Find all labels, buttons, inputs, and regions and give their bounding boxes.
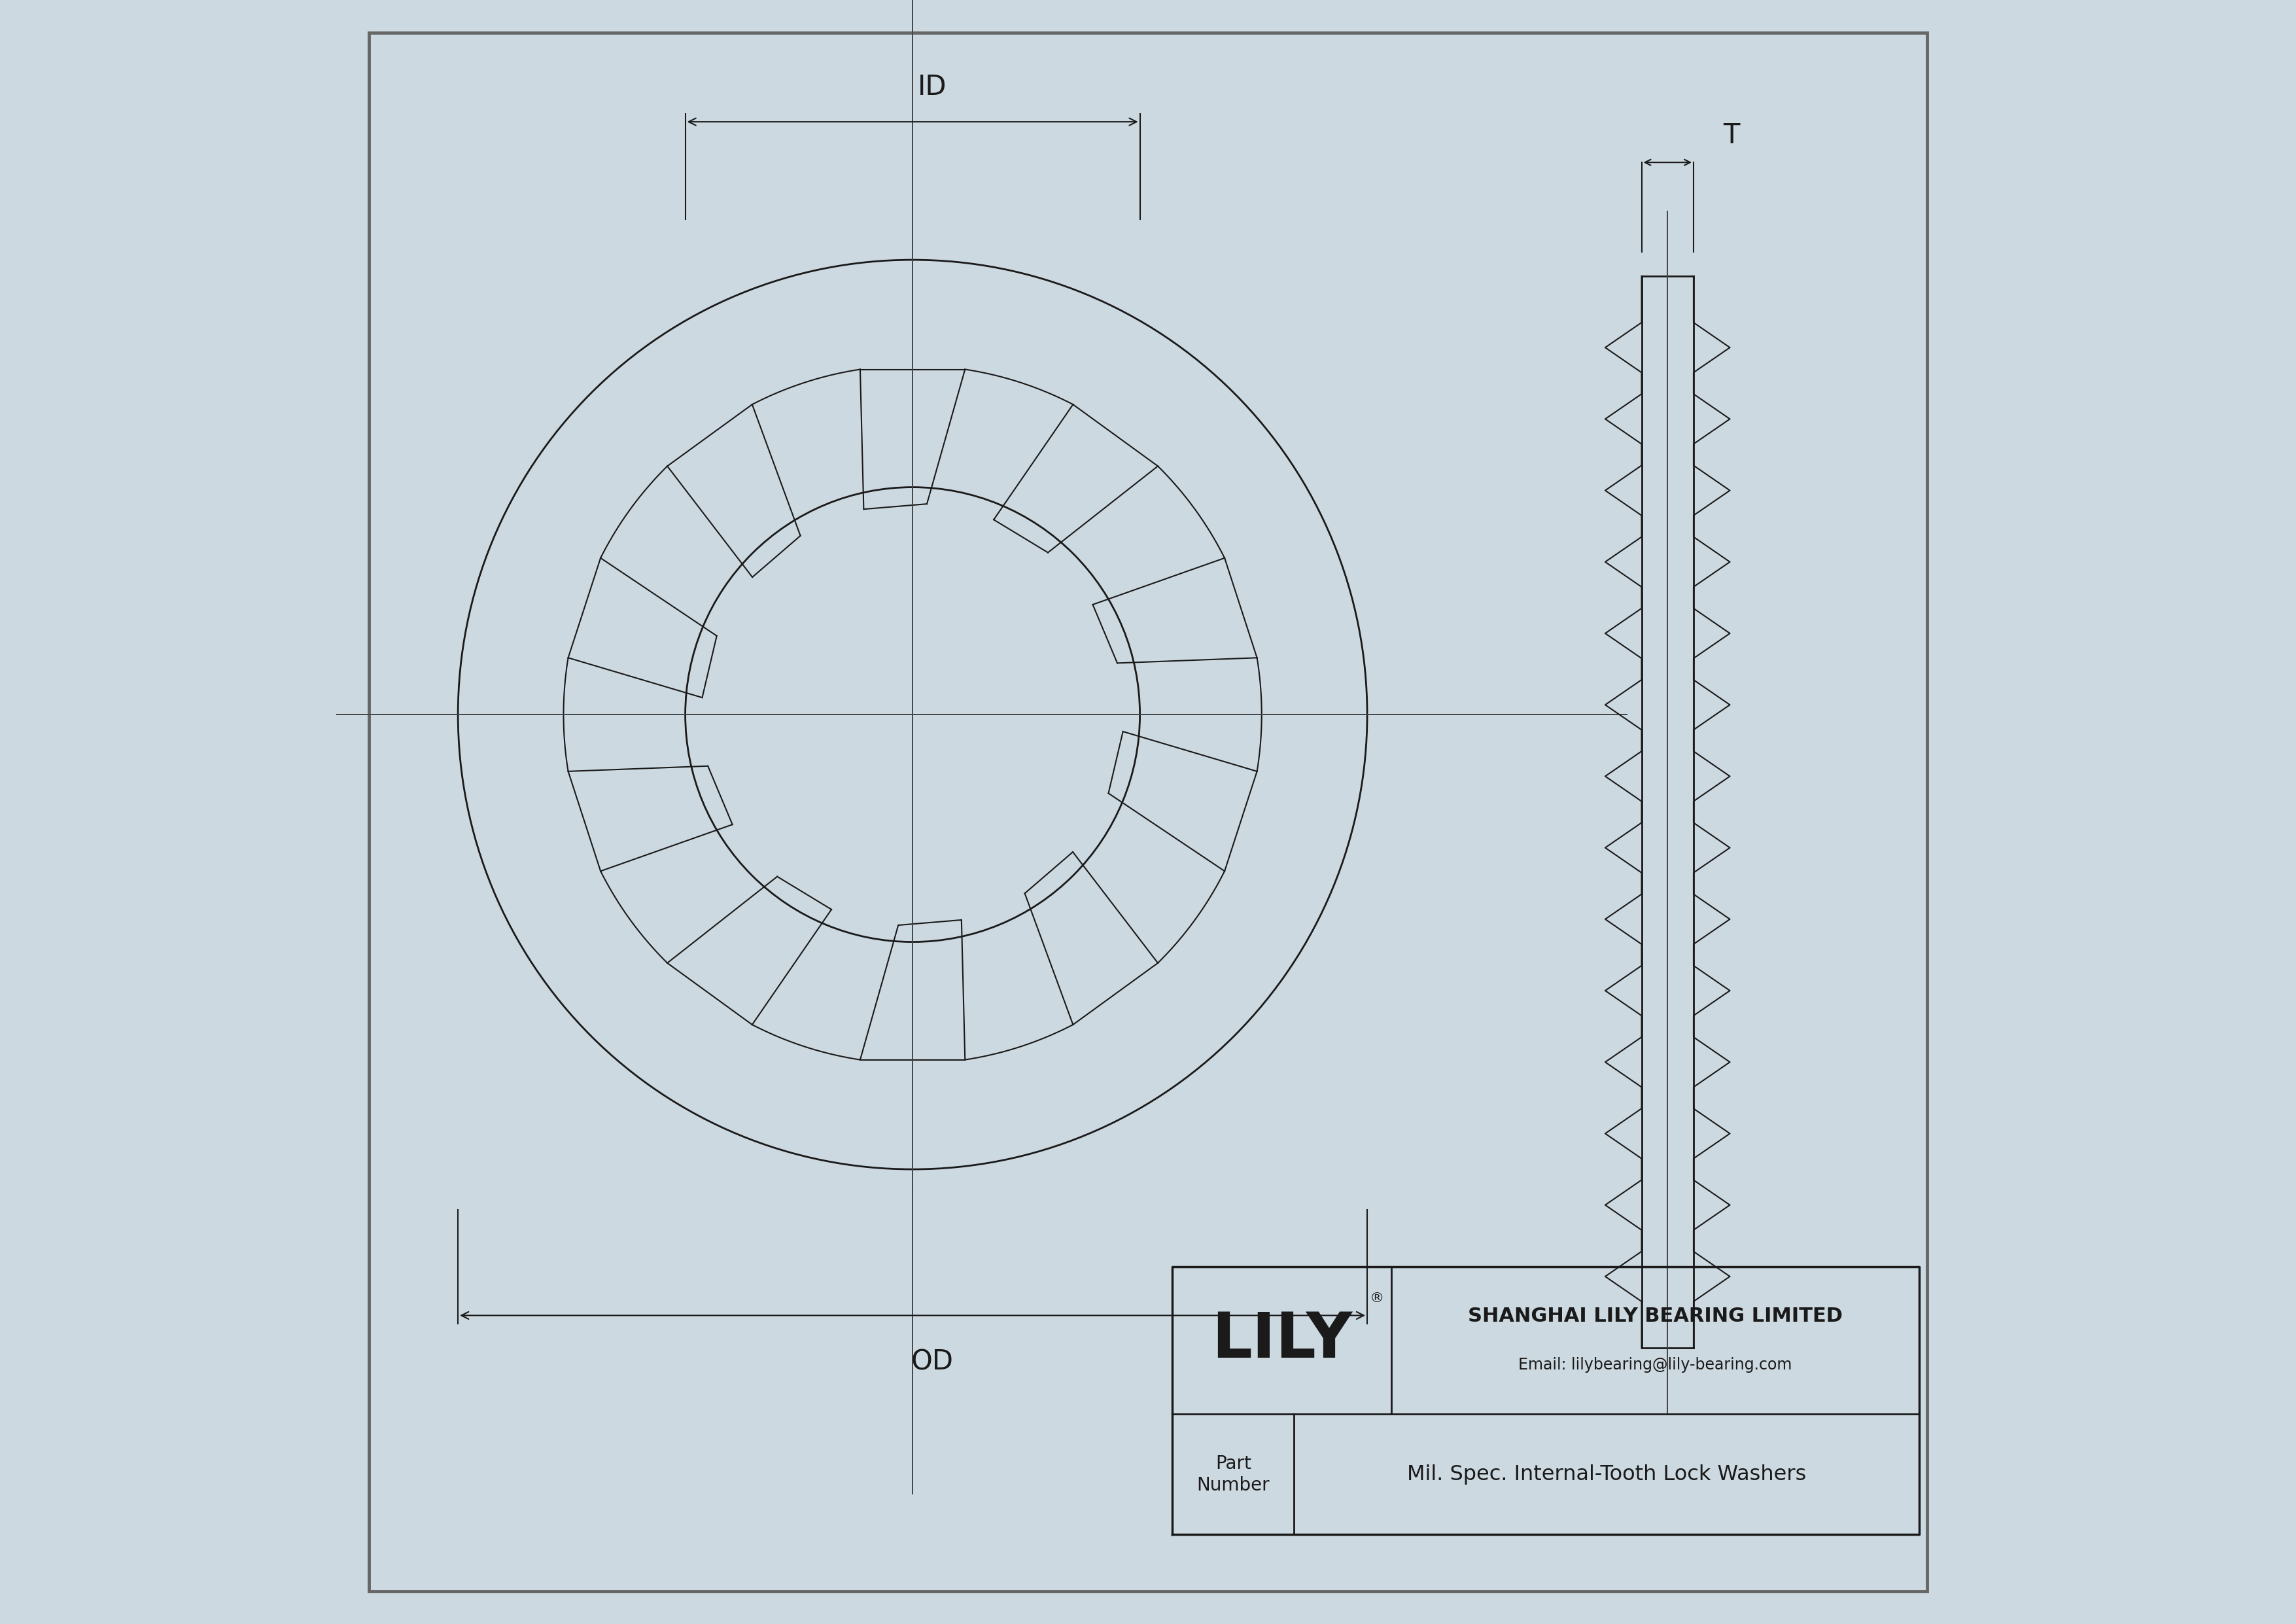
Text: SHANGHAI LILY BEARING LIMITED: SHANGHAI LILY BEARING LIMITED [1467,1307,1844,1325]
Text: LILY: LILY [1212,1311,1352,1371]
Text: Mil. Spec. Internal-Tooth Lock Washers: Mil. Spec. Internal-Tooth Lock Washers [1407,1465,1807,1484]
Text: ®: ® [1371,1291,1384,1304]
Text: Part
Number: Part Number [1196,1455,1270,1494]
Text: OD: OD [912,1348,953,1376]
Text: Email: lilybearing@lily-bearing.com: Email: lilybearing@lily-bearing.com [1518,1358,1793,1372]
Text: ID: ID [918,73,946,101]
Text: T: T [1722,122,1740,149]
